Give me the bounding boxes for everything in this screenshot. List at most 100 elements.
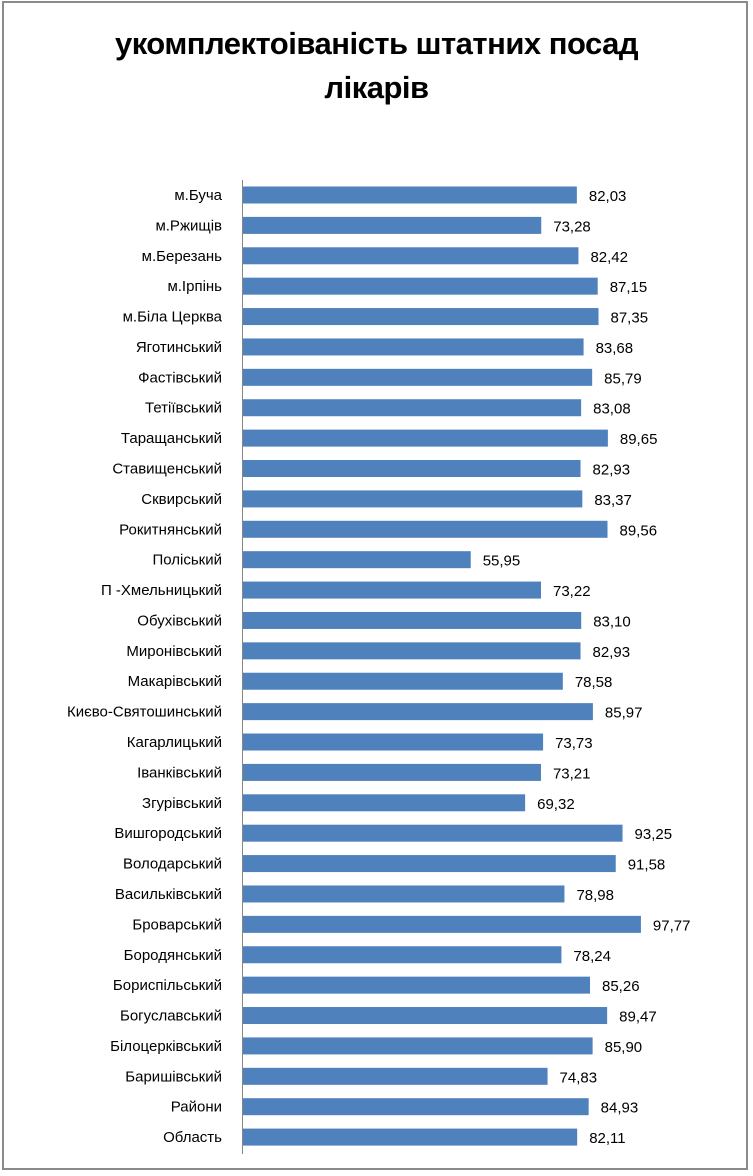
bar xyxy=(243,399,582,417)
data-label: 73,22 xyxy=(553,583,591,600)
data-label: 78,98 xyxy=(576,887,614,904)
category-tick-label: Баришівський xyxy=(125,1068,222,1085)
category-tick-label: м.Ірпінь xyxy=(167,278,222,295)
bar xyxy=(243,216,542,234)
data-label: 84,93 xyxy=(601,1100,639,1117)
data-label: 74,83 xyxy=(560,1069,598,1086)
data-label: 83,08 xyxy=(593,401,631,418)
bar xyxy=(243,1098,589,1116)
category-tick-label: Макарівський xyxy=(128,673,222,690)
category-tick-label: Область xyxy=(163,1129,222,1146)
data-label: 82,93 xyxy=(593,644,631,661)
data-label: 73,73 xyxy=(555,735,593,752)
chart-title: укомплектоіваність штатних посад лікарів xyxy=(0,22,753,110)
bar xyxy=(243,490,583,508)
bar xyxy=(243,885,565,903)
bar xyxy=(243,946,562,964)
data-label: 89,65 xyxy=(620,431,658,448)
data-label: 78,24 xyxy=(573,948,611,965)
data-label: 85,97 xyxy=(605,705,643,722)
data-label: 82,11 xyxy=(589,1130,625,1147)
category-tick-label: м.Біла Церква xyxy=(123,309,223,326)
data-label: 87,15 xyxy=(610,279,648,296)
bar xyxy=(243,794,526,812)
category-tick-label: Вишгородський xyxy=(114,825,222,842)
data-label: 85,90 xyxy=(605,1039,643,1056)
bar xyxy=(243,1007,608,1025)
data-label: 82,42 xyxy=(590,249,628,266)
category-tick-label: Іванківський xyxy=(137,764,222,781)
bar xyxy=(243,1037,593,1055)
bar xyxy=(243,611,582,629)
data-label: 85,79 xyxy=(604,370,642,387)
category-tick-label: П -Хмельницький xyxy=(101,582,222,599)
bar xyxy=(243,642,581,660)
category-tick-label: Райони xyxy=(171,1099,222,1116)
bar xyxy=(243,186,577,204)
category-tick-label: Богуславський xyxy=(120,1008,222,1025)
category-tick-label: Рокитнянський xyxy=(119,521,222,538)
chart-title-line-2: лікарів xyxy=(324,70,429,105)
data-label: 69,32 xyxy=(537,796,575,813)
category-tick-label: Обухівський xyxy=(137,612,222,629)
bar xyxy=(243,368,593,386)
chart-title-line-1: укомплектоіваність штатних посад xyxy=(114,26,639,61)
bar xyxy=(243,703,593,721)
data-label: 73,28 xyxy=(553,218,591,235)
bar xyxy=(243,247,579,265)
bar xyxy=(243,581,542,599)
category-tick-label: Києво-Святошинський xyxy=(67,704,222,721)
data-label: 89,47 xyxy=(619,1009,657,1026)
category-tick-label: Васильківський xyxy=(115,886,222,903)
data-label: 73,21 xyxy=(553,765,591,782)
category-tick-label: Фастівський xyxy=(138,369,222,386)
category-tick-label: Володарський xyxy=(123,856,222,873)
category-tick-label: Кагарлицький xyxy=(127,734,222,751)
bar xyxy=(243,429,608,447)
data-label: 89,56 xyxy=(620,522,658,539)
category-tick-label: м.Ржищів xyxy=(155,217,222,234)
category-tick-label: Бородянський xyxy=(124,947,222,964)
data-label: 55,95 xyxy=(483,553,521,570)
category-tick-label: Броварський xyxy=(132,916,222,933)
data-label: 91,58 xyxy=(628,857,666,874)
data-label: 78,58 xyxy=(575,674,613,691)
data-label: 83,37 xyxy=(594,492,632,509)
category-tick-label: м.Березань xyxy=(142,248,223,265)
category-tick-label: Поліський xyxy=(152,552,222,569)
bar xyxy=(243,733,544,751)
data-label: 93,25 xyxy=(635,826,673,843)
data-label: 82,93 xyxy=(593,462,631,479)
category-tick-label: Згурівський xyxy=(142,795,222,812)
bar xyxy=(243,460,581,478)
data-label: 85,26 xyxy=(602,978,640,995)
bar xyxy=(243,976,591,994)
data-label: 83,10 xyxy=(593,613,631,630)
bar xyxy=(243,338,584,356)
category-tick-label: Білоцерківський xyxy=(110,1038,222,1055)
bar xyxy=(243,824,623,842)
category-tick-label: Яготинський xyxy=(136,339,222,356)
bar xyxy=(243,763,541,781)
bar xyxy=(243,1067,548,1085)
data-label: 87,35 xyxy=(611,310,649,327)
bar xyxy=(243,277,598,295)
category-tick-label: Тетіївський xyxy=(145,400,222,417)
bar xyxy=(243,915,641,933)
category-tick-label: м.Буча xyxy=(174,187,222,204)
bar xyxy=(243,672,563,690)
data-label: 83,68 xyxy=(596,340,634,357)
data-label: 97,77 xyxy=(653,917,691,934)
bar xyxy=(243,551,471,569)
bar xyxy=(243,308,599,326)
category-tick-label: Сквирський xyxy=(141,491,222,508)
category-tick-label: Таращанський xyxy=(121,430,222,447)
bar xyxy=(243,1128,578,1146)
category-tick-label: Миронівський xyxy=(126,643,222,660)
category-tick-label: Бориспільський xyxy=(113,977,222,994)
category-tick-label: Ставищенський xyxy=(112,461,222,478)
data-label: 82,03 xyxy=(589,188,627,205)
bar xyxy=(243,520,608,538)
